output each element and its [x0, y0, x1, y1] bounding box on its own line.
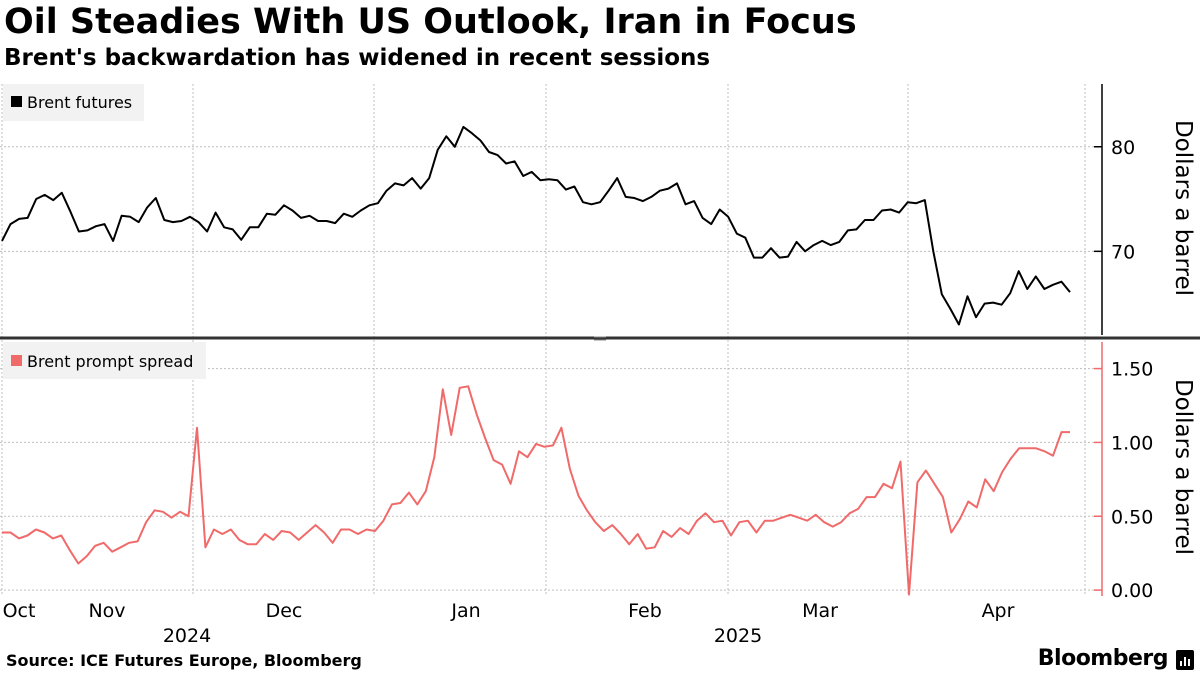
- x-axis-labels: Oct Nov Dec Jan Feb Mar Apr 2024 2025: [3, 600, 1015, 647]
- legend-swatch-spread: [11, 355, 22, 366]
- y-tick-label-spread: 1.00: [1111, 432, 1153, 454]
- y-tick-label-spread: 1.50: [1111, 359, 1153, 381]
- brent-futures-panel: Brent futures Dollars a barrel 70 80: [1, 84, 1196, 335]
- x-tick-label-month: Nov: [88, 600, 125, 622]
- source-note: Source: ICE Futures Europe, Bloomberg: [6, 651, 362, 670]
- brent-spread-panel: Brent prompt spread Dollars a barrel 0.0…: [2, 342, 1196, 602]
- legend-swatch-futures: [11, 96, 22, 107]
- y-tick-label-spread: 0.00: [1111, 580, 1153, 602]
- y-tick-label-futures: 80: [1111, 137, 1135, 159]
- chart-title: Oil Steadies With US Outlook, Iran in Fo…: [4, 2, 857, 42]
- legend-label-futures: Brent futures: [27, 93, 132, 112]
- series-line-brent-spread: [2, 385, 1070, 596]
- x-tick-label-year: 2025: [714, 625, 762, 647]
- series-line-brent-futures: [1, 125, 1071, 326]
- bloomberg-logo: Bloomberg: [1037, 646, 1169, 671]
- chart-subtitle: Brent's backwardation has widened in rec…: [4, 45, 711, 71]
- y-axis-label-spread: Dollars a barrel: [1170, 379, 1196, 555]
- x-tick-label-month: Apr: [982, 600, 1015, 622]
- legend-box-spread: [3, 342, 206, 379]
- x-tick-label-month: Jan: [450, 600, 480, 622]
- x-tick-label-month: Dec: [266, 600, 303, 622]
- y-tick-label-spread: 0.50: [1111, 506, 1153, 528]
- y-tick-label-futures: 70: [1111, 241, 1135, 263]
- bloomberg-terminal-icon: [1176, 650, 1194, 670]
- legend-label-spread: Brent prompt spread: [27, 352, 193, 371]
- legend-box-futures: [3, 84, 144, 121]
- y-axis-label-futures: Dollars a barrel: [1170, 120, 1196, 296]
- x-tick-label-month: Mar: [802, 600, 838, 622]
- x-tick-label-month: Feb: [628, 600, 662, 622]
- x-tick-label-year: 2024: [163, 625, 211, 647]
- x-tick-label-month: Oct: [3, 600, 36, 622]
- grid: [0, 84, 1100, 596]
